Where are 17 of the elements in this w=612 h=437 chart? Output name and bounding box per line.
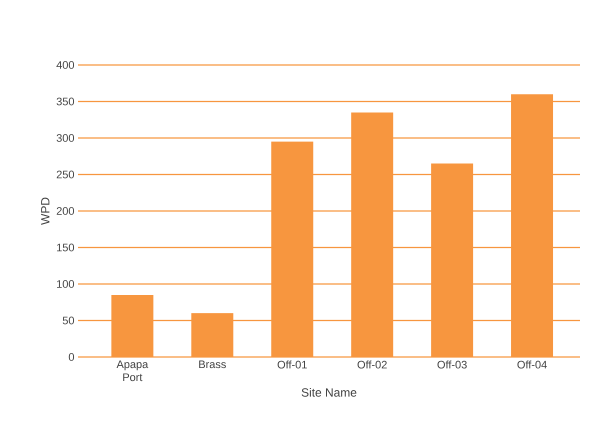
y-tick-label: 250 (56, 170, 74, 178)
y-axis-title: WPD (41, 198, 50, 225)
y-tick-label: 0 (68, 353, 74, 361)
x-tick-label: Off-04 (517, 360, 547, 369)
y-tick-label: 150 (57, 244, 74, 252)
x-tick-label: Apapa Port (116, 360, 148, 382)
x-tick-label: Off-01 (278, 360, 307, 369)
y-tick-label: 100 (57, 280, 74, 288)
y-tick-label: 350 (56, 98, 74, 106)
x-tick-label: Off-02 (358, 360, 387, 369)
y-tick-label: 50 (62, 316, 74, 324)
y-tick-label: 200 (56, 207, 74, 215)
y-tick-label: 300 (56, 134, 74, 142)
x-axis-title: Site Name (302, 388, 356, 397)
x-tick-label: Off-03 (437, 360, 467, 369)
y-tick-label: 400 (56, 61, 74, 69)
x-tick-label: Brass (199, 360, 226, 368)
